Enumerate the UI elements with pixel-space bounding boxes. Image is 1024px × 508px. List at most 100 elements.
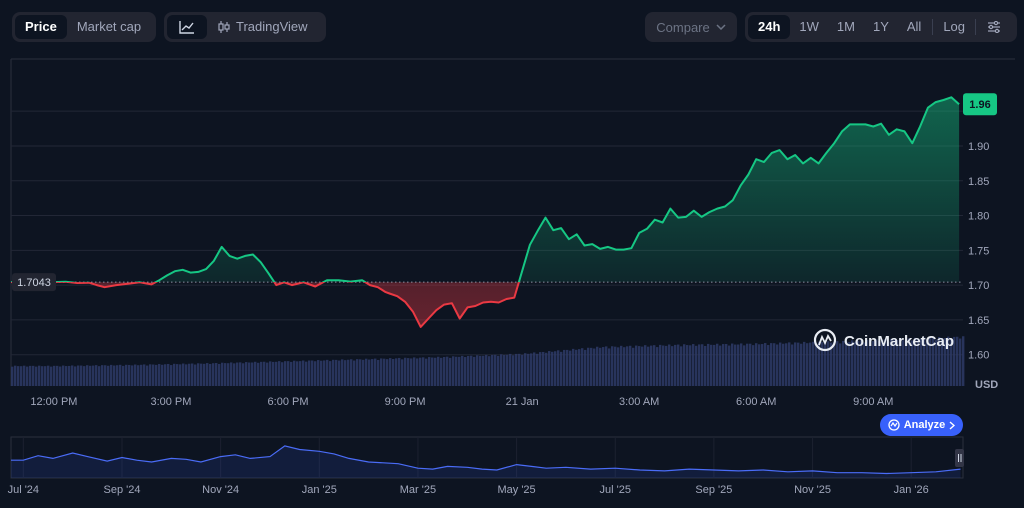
navigator-tick-label: Mar '25 xyxy=(400,484,436,496)
volume-bar xyxy=(464,357,467,386)
chevron-down-icon xyxy=(716,24,726,30)
volume-bar xyxy=(170,365,173,386)
volume-bar xyxy=(266,362,269,386)
volume-bar xyxy=(236,362,239,386)
range-1y[interactable]: 1Y xyxy=(872,19,889,34)
volume-bar xyxy=(254,361,257,386)
volume-bar xyxy=(104,365,107,386)
volume-bar xyxy=(548,351,551,386)
volume-bar xyxy=(929,337,932,386)
volume-bar xyxy=(437,356,440,386)
volume-bar xyxy=(884,339,887,386)
x-tick-label: 3:00 AM xyxy=(619,396,659,408)
volume-bar xyxy=(668,344,671,386)
volume-bar xyxy=(311,360,314,386)
volume-bar xyxy=(605,346,608,386)
x-tick-label: 6:00 PM xyxy=(268,396,309,408)
volume-bar xyxy=(137,365,140,386)
volume-bar xyxy=(20,366,23,386)
volume-bar xyxy=(812,341,815,386)
volume-bar xyxy=(443,356,446,386)
y-tick-label: 1.75 xyxy=(968,245,989,257)
volume-bar xyxy=(623,347,626,386)
volume-bar xyxy=(755,343,758,386)
volume-bar xyxy=(857,340,860,386)
volume-bar xyxy=(200,363,203,386)
volume-bar xyxy=(962,336,965,386)
volume-bar xyxy=(242,363,245,386)
navigator-handle[interactable] xyxy=(955,449,964,467)
volume-bar xyxy=(419,357,422,386)
range-1m[interactable]: 1M xyxy=(836,19,855,34)
volume-bar xyxy=(794,342,797,386)
range-24h[interactable]: 24h xyxy=(748,15,791,39)
market-cap-tab[interactable]: Market cap xyxy=(76,19,142,34)
volume-bar xyxy=(335,359,338,386)
volume-bar xyxy=(113,365,116,386)
line-chart-button[interactable] xyxy=(167,15,207,39)
volume-bar xyxy=(782,343,785,386)
volume-bar xyxy=(914,337,917,386)
analyze-button[interactable]: Analyze xyxy=(880,414,963,436)
volume-bar xyxy=(362,359,365,386)
volume-bar xyxy=(818,341,821,386)
volume-bar xyxy=(332,359,335,386)
volume-bar xyxy=(842,340,845,386)
volume-bar xyxy=(515,353,518,386)
compare-dropdown[interactable]: Compare xyxy=(645,12,737,42)
tradingview-button[interactable]: TradingView xyxy=(207,15,318,39)
volume-bar xyxy=(542,351,545,386)
volume-bar xyxy=(125,364,128,386)
volume-bar xyxy=(467,355,470,386)
x-tick-label: 12:00 PM xyxy=(30,396,77,408)
chart-mode-toggle: Price Market cap xyxy=(12,12,156,42)
price-line-up xyxy=(11,96,960,283)
volume-bar xyxy=(680,346,683,386)
volume-bar xyxy=(389,358,392,386)
volume-bar xyxy=(695,345,698,386)
price-tab[interactable]: Price xyxy=(15,15,67,39)
volume-bar xyxy=(80,365,83,386)
volume-bar xyxy=(218,363,221,386)
chart-settings-button[interactable] xyxy=(978,15,1010,39)
volume-bar xyxy=(707,343,710,386)
volume-bar xyxy=(479,355,482,386)
volume-bar xyxy=(431,357,434,386)
reference-price-label: 1.7043 xyxy=(12,273,56,292)
volume-bar xyxy=(734,344,737,386)
volume-bar xyxy=(587,347,590,386)
volume-bar xyxy=(872,341,875,386)
volume-bar xyxy=(71,365,74,386)
range-all[interactable]: All xyxy=(906,19,922,34)
volume-bar xyxy=(275,361,278,386)
volume-bar xyxy=(599,347,602,386)
volume-bar xyxy=(395,358,398,386)
volume-bar xyxy=(341,359,344,386)
volume-bar xyxy=(665,345,668,386)
log-scale-toggle[interactable]: Log xyxy=(943,19,966,34)
navigator-tick-label: Nov '25 xyxy=(794,484,831,496)
volume-bar xyxy=(182,363,185,386)
volume-bar xyxy=(632,347,635,386)
volume-bar xyxy=(194,364,197,386)
volume-bar xyxy=(731,343,734,386)
volume-bar xyxy=(566,349,569,386)
navigator-handle-grip[interactable] xyxy=(955,449,964,467)
volume-bar xyxy=(293,360,296,386)
volume-bar xyxy=(758,344,761,386)
volume-bar xyxy=(596,346,599,386)
volume-bar xyxy=(383,358,386,386)
volume-bar xyxy=(917,338,920,386)
volume-bar xyxy=(374,358,377,386)
volume-bar xyxy=(689,345,692,386)
volume-bar xyxy=(122,365,125,386)
price-area-down xyxy=(69,282,519,327)
volume-bar xyxy=(533,352,536,386)
range-1w[interactable]: 1W xyxy=(799,19,819,34)
volume-bar xyxy=(308,360,311,386)
volume-bar xyxy=(26,366,29,386)
chevron-right-icon xyxy=(949,420,956,430)
volume-bar xyxy=(629,345,632,386)
volume-bar xyxy=(35,366,38,386)
